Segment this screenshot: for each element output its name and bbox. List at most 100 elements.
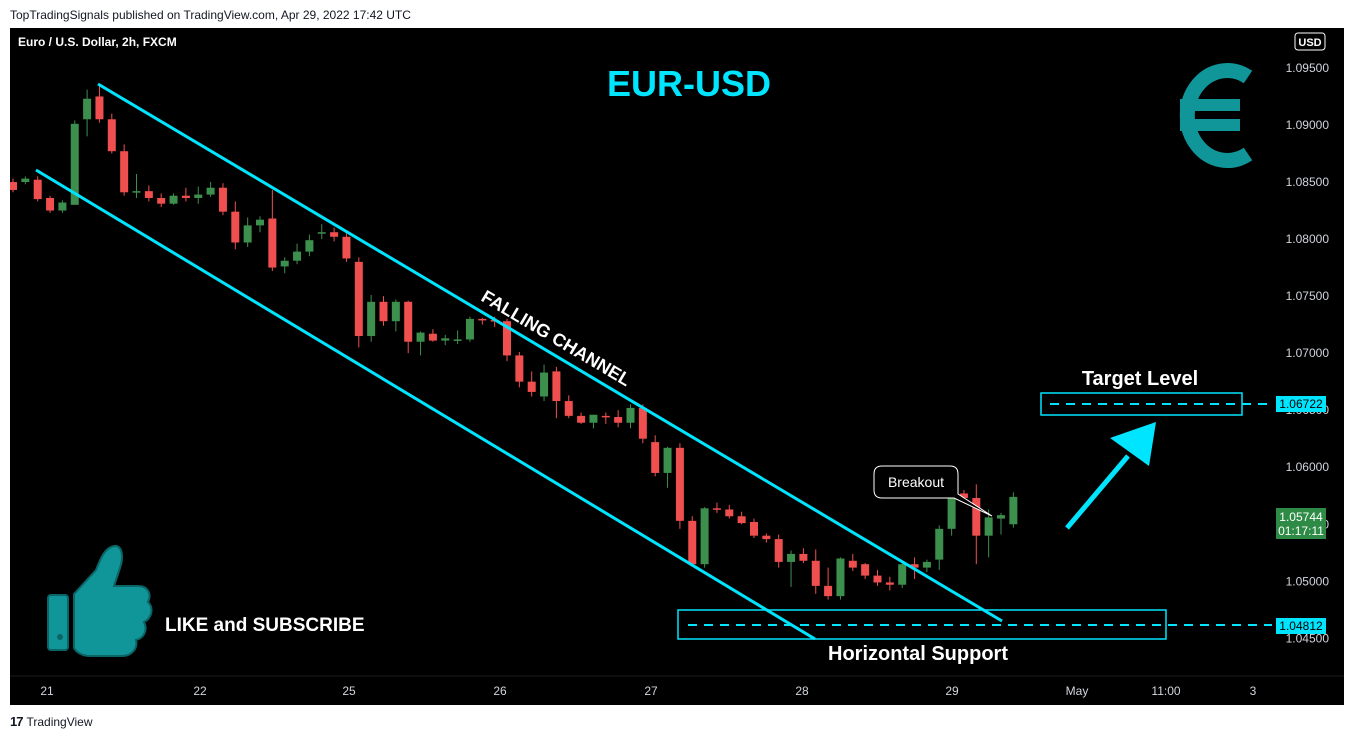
candle[interactable] bbox=[478, 317, 487, 325]
candle[interactable] bbox=[873, 569, 882, 586]
support-zone-box[interactable] bbox=[677, 609, 1167, 640]
candle[interactable] bbox=[750, 518, 758, 538]
candle[interactable] bbox=[218, 183, 227, 216]
candle[interactable] bbox=[231, 201, 240, 250]
candle[interactable] bbox=[762, 533, 771, 543]
time-axis[interactable]: 21 22 25 26 27 28 29 May 11:00 3 bbox=[40, 684, 1256, 698]
candle[interactable] bbox=[33, 176, 42, 202]
candle-body bbox=[540, 372, 549, 397]
tradingview-brand[interactable]: TradingView bbox=[26, 714, 93, 729]
candle-body bbox=[293, 251, 302, 261]
candle[interactable] bbox=[663, 446, 672, 488]
candle[interactable] bbox=[737, 511, 746, 525]
chart-svg[interactable]: FALLING CHANNEL Euro / U.S. Dollar, 2h, … bbox=[9, 28, 1344, 705]
channel-upper-line[interactable] bbox=[97, 82, 1003, 623]
candle[interactable] bbox=[441, 334, 450, 346]
candle[interactable] bbox=[836, 557, 845, 600]
candle[interactable] bbox=[416, 331, 425, 356]
candle[interactable] bbox=[46, 195, 55, 213]
candle[interactable] bbox=[774, 534, 783, 568]
candle[interactable] bbox=[157, 193, 166, 208]
candle[interactable] bbox=[144, 185, 153, 202]
candle-body bbox=[503, 321, 511, 356]
candle[interactable] bbox=[280, 257, 289, 274]
candle[interactable] bbox=[799, 548, 808, 564]
candle[interactable] bbox=[984, 509, 993, 558]
candle-body bbox=[873, 575, 882, 583]
candle[interactable] bbox=[305, 234, 314, 257]
candle[interactable] bbox=[83, 89, 92, 137]
candle[interactable] bbox=[1009, 492, 1018, 528]
candle[interactable] bbox=[626, 404, 635, 429]
candle[interactable] bbox=[577, 412, 586, 424]
candle[interactable] bbox=[453, 330, 462, 345]
candle-body bbox=[527, 381, 536, 392]
candle[interactable] bbox=[132, 174, 141, 198]
candle[interactable] bbox=[194, 186, 203, 204]
candle[interactable] bbox=[922, 559, 931, 573]
candle[interactable] bbox=[95, 85, 104, 123]
candle[interactable] bbox=[9, 178, 17, 193]
candle[interactable] bbox=[848, 553, 857, 572]
candle-body bbox=[774, 539, 783, 562]
candle[interactable] bbox=[700, 507, 709, 568]
candle[interactable] bbox=[638, 404, 647, 444]
candle[interactable] bbox=[885, 576, 894, 591]
candle[interactable] bbox=[589, 414, 598, 429]
candle[interactable] bbox=[465, 316, 474, 342]
candle[interactable] bbox=[972, 484, 981, 565]
candle[interactable] bbox=[552, 366, 561, 419]
candle[interactable] bbox=[712, 502, 721, 513]
breakout-callout[interactable]: Breakout bbox=[873, 465, 993, 517]
candle[interactable] bbox=[181, 187, 190, 202]
candle[interactable] bbox=[564, 395, 573, 419]
candle[interactable] bbox=[997, 512, 1005, 535]
candle[interactable] bbox=[107, 113, 116, 154]
candle[interactable] bbox=[898, 563, 907, 589]
tradingview-logo-icon[interactable]: 17 bbox=[10, 714, 24, 729]
candle-body bbox=[70, 123, 79, 205]
candle[interactable] bbox=[243, 217, 252, 248]
candle[interactable] bbox=[824, 567, 833, 600]
candle[interactable] bbox=[391, 299, 400, 332]
candle[interactable] bbox=[354, 257, 363, 348]
candle[interactable] bbox=[317, 224, 326, 240]
candle[interactable] bbox=[379, 296, 388, 326]
price-axis[interactable]: 1.09500 1.09000 1.08500 1.08000 1.07500 1.070… bbox=[1286, 61, 1330, 645]
candle-body bbox=[688, 520, 697, 565]
candle[interactable] bbox=[787, 550, 796, 588]
candle-body bbox=[379, 301, 388, 322]
candle[interactable] bbox=[293, 243, 302, 265]
candle[interactable] bbox=[256, 216, 264, 233]
candle-body bbox=[885, 582, 894, 585]
candle[interactable] bbox=[935, 525, 944, 570]
candle[interactable] bbox=[527, 371, 536, 397]
candle[interactable] bbox=[725, 504, 734, 519]
candle[interactable] bbox=[404, 300, 413, 354]
candle-body bbox=[256, 219, 264, 226]
currency-badge[interactable]: USD bbox=[1294, 32, 1326, 51]
candle[interactable] bbox=[21, 176, 30, 185]
candle[interactable] bbox=[169, 193, 178, 205]
candle[interactable] bbox=[515, 352, 524, 388]
channel-lower-line[interactable] bbox=[35, 168, 816, 641]
candle[interactable] bbox=[651, 435, 660, 477]
candle[interactable] bbox=[601, 412, 610, 424]
candle[interactable] bbox=[614, 410, 623, 428]
candle[interactable] bbox=[688, 516, 697, 567]
candle[interactable] bbox=[330, 227, 339, 242]
candle[interactable] bbox=[675, 443, 684, 529]
chart-area[interactable]: FALLING CHANNEL Euro / U.S. Dollar, 2h, … bbox=[9, 28, 1344, 705]
candle[interactable] bbox=[206, 182, 215, 197]
candle[interactable] bbox=[342, 233, 351, 262]
candle[interactable] bbox=[120, 144, 129, 196]
candle[interactable] bbox=[811, 549, 820, 594]
candle[interactable] bbox=[268, 190, 277, 271]
candle[interactable] bbox=[70, 120, 79, 205]
candle[interactable] bbox=[540, 364, 549, 402]
candle[interactable] bbox=[428, 329, 437, 342]
candle[interactable] bbox=[861, 563, 870, 580]
candle[interactable] bbox=[367, 294, 376, 342]
candle[interactable] bbox=[58, 200, 67, 213]
time-tick-label: May bbox=[1066, 684, 1089, 698]
